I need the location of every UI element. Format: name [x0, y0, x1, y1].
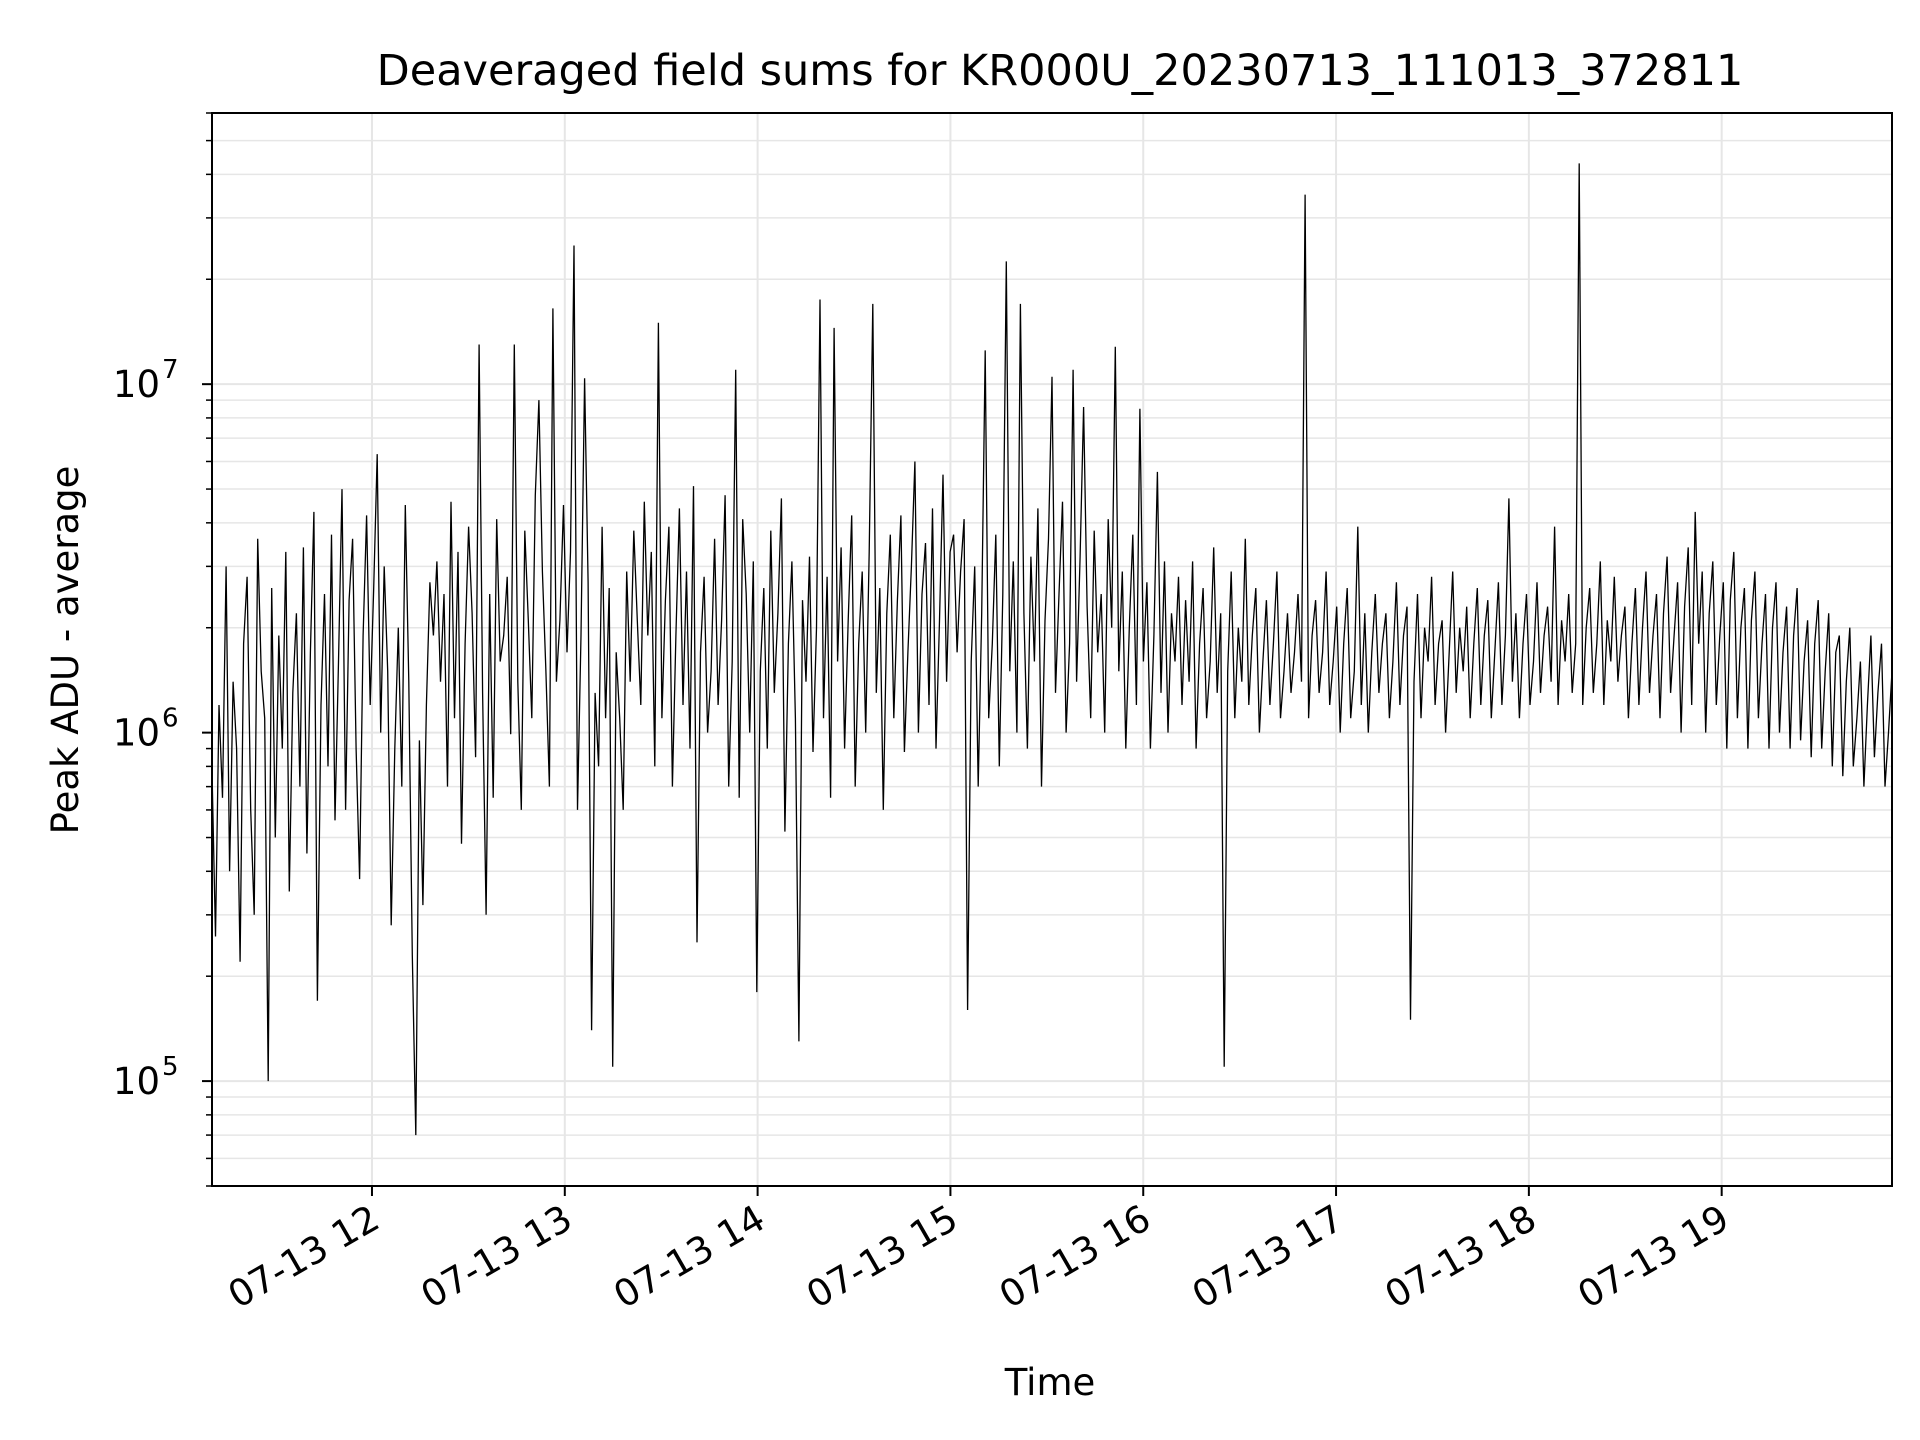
y-tick-label: 10 [113, 363, 160, 406]
series-group [211, 163, 1893, 1136]
x-axis-label: Time [1004, 1361, 1096, 1404]
series-line [211, 163, 1893, 1136]
chart-title: Deaveraged field sums for KR000U_2023071… [377, 46, 1744, 96]
y-tick-label: 10 [113, 712, 160, 755]
y-tick-exponent: 6 [162, 704, 179, 734]
y-tick-label: 10 [113, 1060, 160, 1103]
y-tick-exponent: 7 [162, 355, 179, 385]
axes-frame [211, 112, 1893, 1187]
y-axis-label: Peak ADU - average [44, 466, 87, 835]
y-tick-exponent: 5 [162, 1052, 179, 1082]
